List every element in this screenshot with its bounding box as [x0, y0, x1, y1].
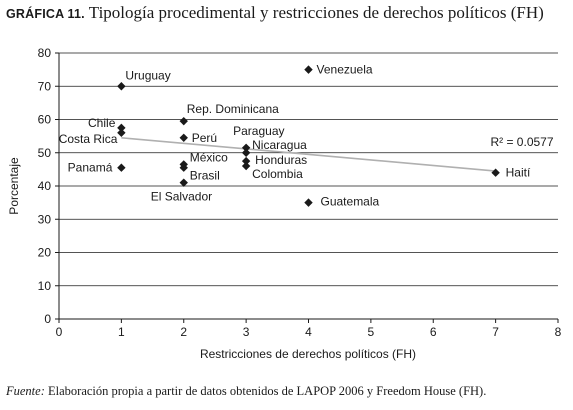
- data-point-marker: [491, 168, 500, 177]
- x-tick-label: 1: [118, 325, 125, 339]
- r-squared-label: R² = 0.0577: [490, 135, 553, 149]
- data-point-label: Rep. Dominicana: [187, 102, 279, 116]
- data-point-label: Colombia: [252, 167, 303, 181]
- x-tick-label: 3: [243, 325, 250, 339]
- data-point-label: Brasil: [190, 169, 220, 183]
- x-tick-label: 4: [305, 325, 312, 339]
- y-tick-label: 20: [38, 246, 52, 260]
- x-tick-label: 2: [180, 325, 187, 339]
- data-point-marker: [179, 133, 188, 142]
- data-point-label: Perú: [192, 131, 217, 145]
- y-tick-label: 70: [38, 79, 52, 93]
- source-note: Fuente: Elaboración propia a partir de d…: [6, 384, 571, 399]
- data-point-label: Haití: [506, 166, 531, 180]
- x-tick-label: 6: [430, 325, 437, 339]
- y-tick-label: 80: [38, 46, 52, 60]
- y-tick-label: 60: [38, 113, 52, 127]
- data-point-marker: [241, 148, 251, 157]
- data-point-marker: [117, 163, 126, 172]
- data-point-label: Chile: [88, 116, 116, 130]
- x-tick-label: 5: [368, 325, 375, 339]
- data-point-label: Paraguay: [233, 124, 284, 138]
- y-tick-label: 50: [38, 146, 52, 160]
- x-axis-title: Restricciones de derechos políticos (FH): [200, 347, 416, 361]
- data-point-label: México: [190, 150, 228, 164]
- data-point-marker: [179, 116, 188, 126]
- data-point-label: Panamá: [68, 161, 113, 175]
- y-tick-label: 10: [38, 279, 52, 293]
- y-tick-label: 30: [38, 212, 52, 226]
- data-point-label: Nicaragua: [252, 138, 307, 152]
- data-point-label: Uruguay: [125, 68, 170, 82]
- data-point-marker: [117, 123, 126, 133]
- x-tick-label: 7: [492, 325, 499, 339]
- data-points: [117, 65, 500, 207]
- data-point-marker: [179, 178, 188, 187]
- data-point-label: Guatemala: [321, 195, 380, 209]
- x-tick-label: 0: [56, 325, 63, 339]
- figure-title: GRÁFICA 11. Tipología procedimental y re…: [6, 3, 571, 23]
- scatter-chart: 0 10 20 30 40 50 60 70 80 0 1 2 3 4 5 6 7 8 Uruguay Chile C…: [7, 46, 562, 361]
- data-point-marker: [241, 143, 251, 152]
- data-point-marker: [304, 65, 313, 74]
- data-point-marker: [179, 163, 188, 172]
- point-labels: Uruguay Chile Costa Rica Panamá Rep. Dominic…: [59, 63, 531, 209]
- data-point-marker: [304, 198, 313, 207]
- data-point-label: El Salvador: [151, 190, 212, 204]
- axes: 0 10 20 30 40 50 60 70 80 0 1 2 3 4 5 6 7 8: [38, 46, 562, 339]
- y-axis-title: Porcentaje: [7, 157, 21, 215]
- data-point-marker: [241, 156, 251, 166]
- data-point-label: Costa Rica: [59, 132, 118, 146]
- data-point-marker: [117, 128, 126, 137]
- figure-label: GRÁFICA 11.: [6, 7, 85, 21]
- trendline-group: [121, 136, 496, 172]
- x-tick-label: 8: [555, 325, 562, 339]
- trendline: [121, 136, 496, 172]
- source-label: Fuente:: [6, 384, 45, 398]
- figure-title-text: Tipología procedimental y restricciones …: [88, 3, 544, 22]
- source-text: Elaboración propia a partir de datos obt…: [48, 384, 487, 398]
- data-point-label: Venezuela: [317, 63, 373, 77]
- data-point-label: Honduras: [255, 153, 307, 167]
- grid-lines: [59, 52, 558, 287]
- y-tick-label: 40: [38, 179, 52, 193]
- data-point-marker: [117, 82, 126, 91]
- y-tick-label: 0: [44, 312, 51, 326]
- data-point-marker: [241, 161, 251, 171]
